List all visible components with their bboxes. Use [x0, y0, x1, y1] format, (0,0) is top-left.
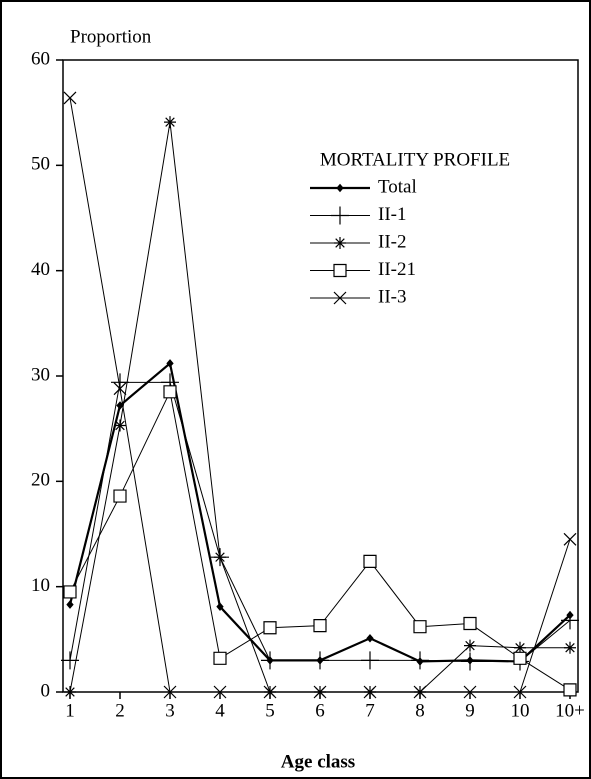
data-point — [463, 616, 477, 631]
data-point — [366, 634, 374, 643]
data-point — [263, 685, 277, 699]
x-tick-label: 8 — [415, 700, 425, 721]
data-point — [313, 619, 327, 633]
x-tick-label: 3 — [165, 700, 175, 721]
data-point — [411, 651, 429, 670]
chart-title: MORTALITY PROFILE — [320, 149, 510, 170]
x-tick-label: 5 — [265, 700, 275, 721]
data-point — [63, 91, 77, 105]
data-point — [313, 685, 327, 699]
legend-marker — [331, 206, 349, 225]
x-tick-label: 9 — [465, 700, 475, 721]
data-point — [413, 685, 427, 699]
legend-marker — [334, 237, 346, 249]
data-point — [513, 651, 527, 665]
data-point — [164, 116, 176, 129]
data-point — [311, 651, 329, 670]
legend-label: II-3 — [378, 286, 406, 307]
x-tick-label: 10+ — [555, 700, 585, 721]
data-point — [563, 532, 577, 546]
data-point — [63, 585, 77, 599]
data-point — [363, 554, 377, 568]
legend-label: II-1 — [378, 204, 406, 225]
data-point — [114, 419, 126, 432]
data-point — [561, 611, 579, 630]
legend-label: II-21 — [378, 259, 416, 280]
y-tick-label: 60 — [31, 48, 50, 69]
data-point — [261, 651, 279, 670]
legend-label: II-2 — [378, 231, 406, 252]
x-axis-label: Age class — [281, 751, 355, 772]
data-point — [513, 685, 527, 699]
legend-marker — [333, 263, 347, 278]
x-tick-label: 1 — [65, 700, 75, 721]
data-point — [263, 621, 277, 635]
data-point — [363, 685, 377, 699]
x-tick-label: 10 — [511, 700, 530, 721]
data-point — [166, 359, 174, 368]
data-point — [61, 651, 79, 670]
data-point — [461, 652, 479, 671]
data-point — [213, 685, 227, 699]
data-point — [66, 600, 74, 609]
y-axis-label: Proportion — [70, 26, 152, 47]
data-point — [564, 641, 576, 654]
y-tick-label: 10 — [31, 575, 50, 596]
y-tick-label: 0 — [41, 680, 51, 701]
x-tick-label: 7 — [365, 700, 375, 721]
data-point — [64, 686, 76, 698]
legend-marker — [336, 183, 344, 193]
data-point — [464, 639, 476, 652]
data-point — [214, 551, 226, 564]
data-point — [116, 401, 124, 410]
data-point — [361, 651, 379, 670]
data-point — [216, 602, 224, 611]
y-tick-label: 40 — [31, 259, 50, 280]
data-point — [113, 489, 127, 503]
data-point — [413, 620, 427, 634]
legend-marker — [333, 291, 347, 305]
y-tick-label: 30 — [31, 364, 50, 385]
y-tick-label: 20 — [31, 470, 50, 491]
data-point — [463, 685, 477, 699]
y-tick-label: 50 — [31, 154, 50, 175]
x-tick-label: 6 — [315, 700, 325, 721]
data-point — [213, 651, 227, 665]
data-point — [163, 685, 177, 699]
data-point — [113, 382, 127, 396]
data-point — [514, 641, 526, 654]
x-tick-label: 4 — [215, 700, 225, 721]
legend-label: Total — [378, 176, 417, 197]
data-point — [563, 683, 577, 697]
data-point — [163, 385, 177, 399]
x-tick-label: 2 — [115, 700, 125, 721]
